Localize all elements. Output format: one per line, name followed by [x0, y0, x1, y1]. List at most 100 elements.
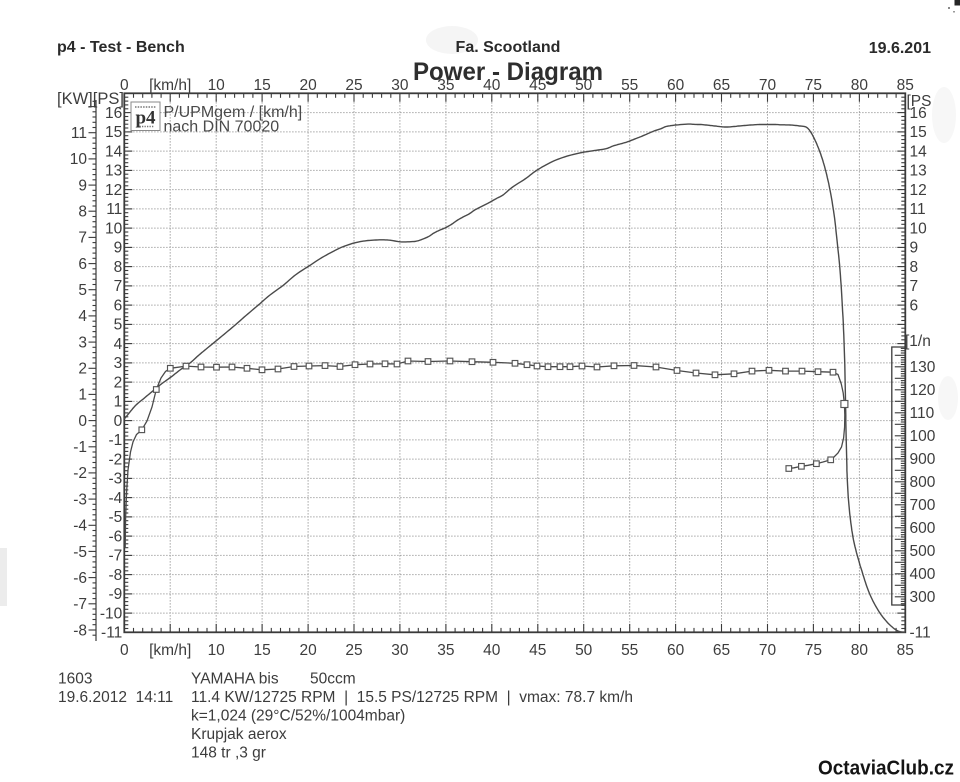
svg-text:11: 11 [106, 201, 122, 218]
svg-text:148 tr ,3 gr: 148 tr ,3 gr [191, 745, 266, 762]
svg-text:-6: -6 [109, 528, 123, 545]
svg-text:65: 65 [713, 642, 730, 659]
svg-text:30: 30 [391, 77, 409, 94]
svg-text:[km/h]: [km/h] [149, 642, 191, 659]
svg-text:9: 9 [78, 177, 87, 194]
svg-text:10: 10 [208, 77, 226, 94]
svg-text:45: 45 [529, 77, 546, 94]
svg-text:p4 - Test - Bench: p4 - Test - Bench [57, 39, 185, 56]
svg-text:-9: -9 [109, 586, 123, 603]
svg-text:-8: -8 [73, 622, 87, 639]
svg-text:[km/h]: [km/h] [149, 77, 191, 94]
svg-text:50: 50 [575, 642, 593, 659]
svg-text:5: 5 [114, 317, 123, 334]
svg-text:8: 8 [910, 259, 919, 276]
svg-text:-4: -4 [73, 518, 87, 535]
svg-text:14: 14 [910, 143, 928, 160]
svg-text:0: 0 [120, 77, 129, 94]
svg-text:80: 80 [851, 642, 869, 659]
svg-text:13: 13 [105, 163, 122, 180]
svg-text:Power - Diagram: Power - Diagram [413, 58, 603, 86]
svg-text:5: 5 [78, 282, 87, 299]
svg-text:Krupjak aerox: Krupjak aerox [191, 726, 287, 743]
svg-text:-10: -10 [100, 605, 123, 622]
svg-text:40: 40 [483, 77, 501, 94]
svg-text:15: 15 [253, 77, 270, 94]
svg-text:85: 85 [897, 642, 914, 659]
svg-text:6: 6 [910, 297, 919, 314]
svg-text:13: 13 [910, 163, 927, 180]
svg-text:9: 9 [910, 240, 919, 257]
svg-text:30: 30 [391, 642, 409, 659]
svg-text:-6: -6 [73, 570, 87, 587]
svg-text:40: 40 [483, 642, 501, 659]
svg-text:10: 10 [105, 220, 123, 237]
svg-text:p4: p4 [135, 108, 156, 129]
svg-text:75: 75 [805, 642, 822, 659]
svg-text:35: 35 [437, 77, 454, 94]
svg-text:55: 55 [621, 77, 638, 94]
svg-text:25: 25 [345, 77, 362, 94]
svg-text:-2: -2 [73, 465, 87, 482]
svg-text:65: 65 [713, 77, 730, 94]
svg-text:4: 4 [114, 336, 123, 353]
svg-text:12: 12 [105, 182, 122, 199]
svg-text:-1: -1 [109, 432, 123, 449]
svg-text:-4: -4 [109, 490, 123, 507]
svg-text:[KW][PS]: [KW][PS] [57, 90, 124, 108]
svg-text:k=1,024 (29°C/52%/1004mbar): k=1,024 (29°C/52%/1004mbar) [191, 708, 405, 725]
svg-text:10: 10 [910, 220, 928, 237]
svg-text:-3: -3 [73, 491, 87, 508]
svg-text:70: 70 [759, 77, 777, 94]
svg-text:6: 6 [78, 256, 87, 273]
svg-text:-8: -8 [109, 567, 123, 584]
svg-text:35: 35 [437, 642, 454, 659]
svg-text:7: 7 [114, 278, 123, 295]
svg-text:11: 11 [910, 201, 926, 218]
svg-text:7: 7 [78, 230, 87, 247]
svg-text:20: 20 [299, 642, 317, 659]
svg-text:-7: -7 [73, 596, 87, 613]
svg-text:14: 14 [105, 143, 123, 160]
svg-text:75: 75 [805, 77, 822, 94]
svg-text:-3: -3 [109, 471, 123, 488]
svg-text:16: 16 [105, 105, 122, 122]
svg-text:-5: -5 [73, 544, 87, 561]
svg-text:YAMAHA bis: YAMAHA bis [191, 671, 279, 688]
svg-text:600: 600 [910, 520, 936, 537]
svg-text:20: 20 [299, 77, 317, 94]
svg-text:8: 8 [78, 204, 87, 221]
svg-text:12: 12 [910, 182, 927, 199]
svg-text:16: 16 [910, 105, 927, 122]
svg-text:nach DIN 70020: nach DIN 70020 [164, 119, 280, 136]
svg-text:10: 10 [208, 642, 226, 659]
svg-text:1: 1 [114, 394, 123, 411]
svg-text:2: 2 [114, 374, 123, 391]
svg-text:3: 3 [78, 334, 87, 351]
svg-text:1: 1 [78, 387, 87, 404]
svg-text:120: 120 [910, 382, 936, 399]
svg-text:80: 80 [851, 77, 869, 94]
svg-text:300: 300 [910, 589, 936, 606]
svg-text:6: 6 [114, 297, 123, 314]
svg-text:70: 70 [759, 642, 777, 659]
svg-text:15: 15 [105, 124, 122, 141]
svg-text:110: 110 [910, 405, 935, 422]
svg-text:-11: -11 [910, 625, 931, 642]
svg-text:7: 7 [910, 278, 919, 295]
svg-text:0: 0 [78, 413, 87, 430]
svg-text:50: 50 [575, 77, 593, 94]
svg-text:15: 15 [910, 124, 927, 141]
svg-text:400: 400 [910, 566, 936, 583]
svg-text:11: 11 [71, 125, 87, 142]
svg-text:-11: -11 [101, 625, 122, 642]
svg-text:P/UPMgem / [km/h]: P/UPMgem / [km/h] [164, 104, 303, 121]
svg-text:-7: -7 [109, 548, 123, 565]
svg-text:1603: 1603 [58, 671, 92, 688]
svg-text:85: 85 [897, 77, 914, 94]
svg-text:55: 55 [621, 642, 638, 659]
svg-text:19.6.201: 19.6.201 [869, 40, 931, 57]
svg-text:8: 8 [114, 259, 123, 276]
svg-text:25: 25 [345, 642, 362, 659]
svg-text:2: 2 [78, 361, 87, 378]
